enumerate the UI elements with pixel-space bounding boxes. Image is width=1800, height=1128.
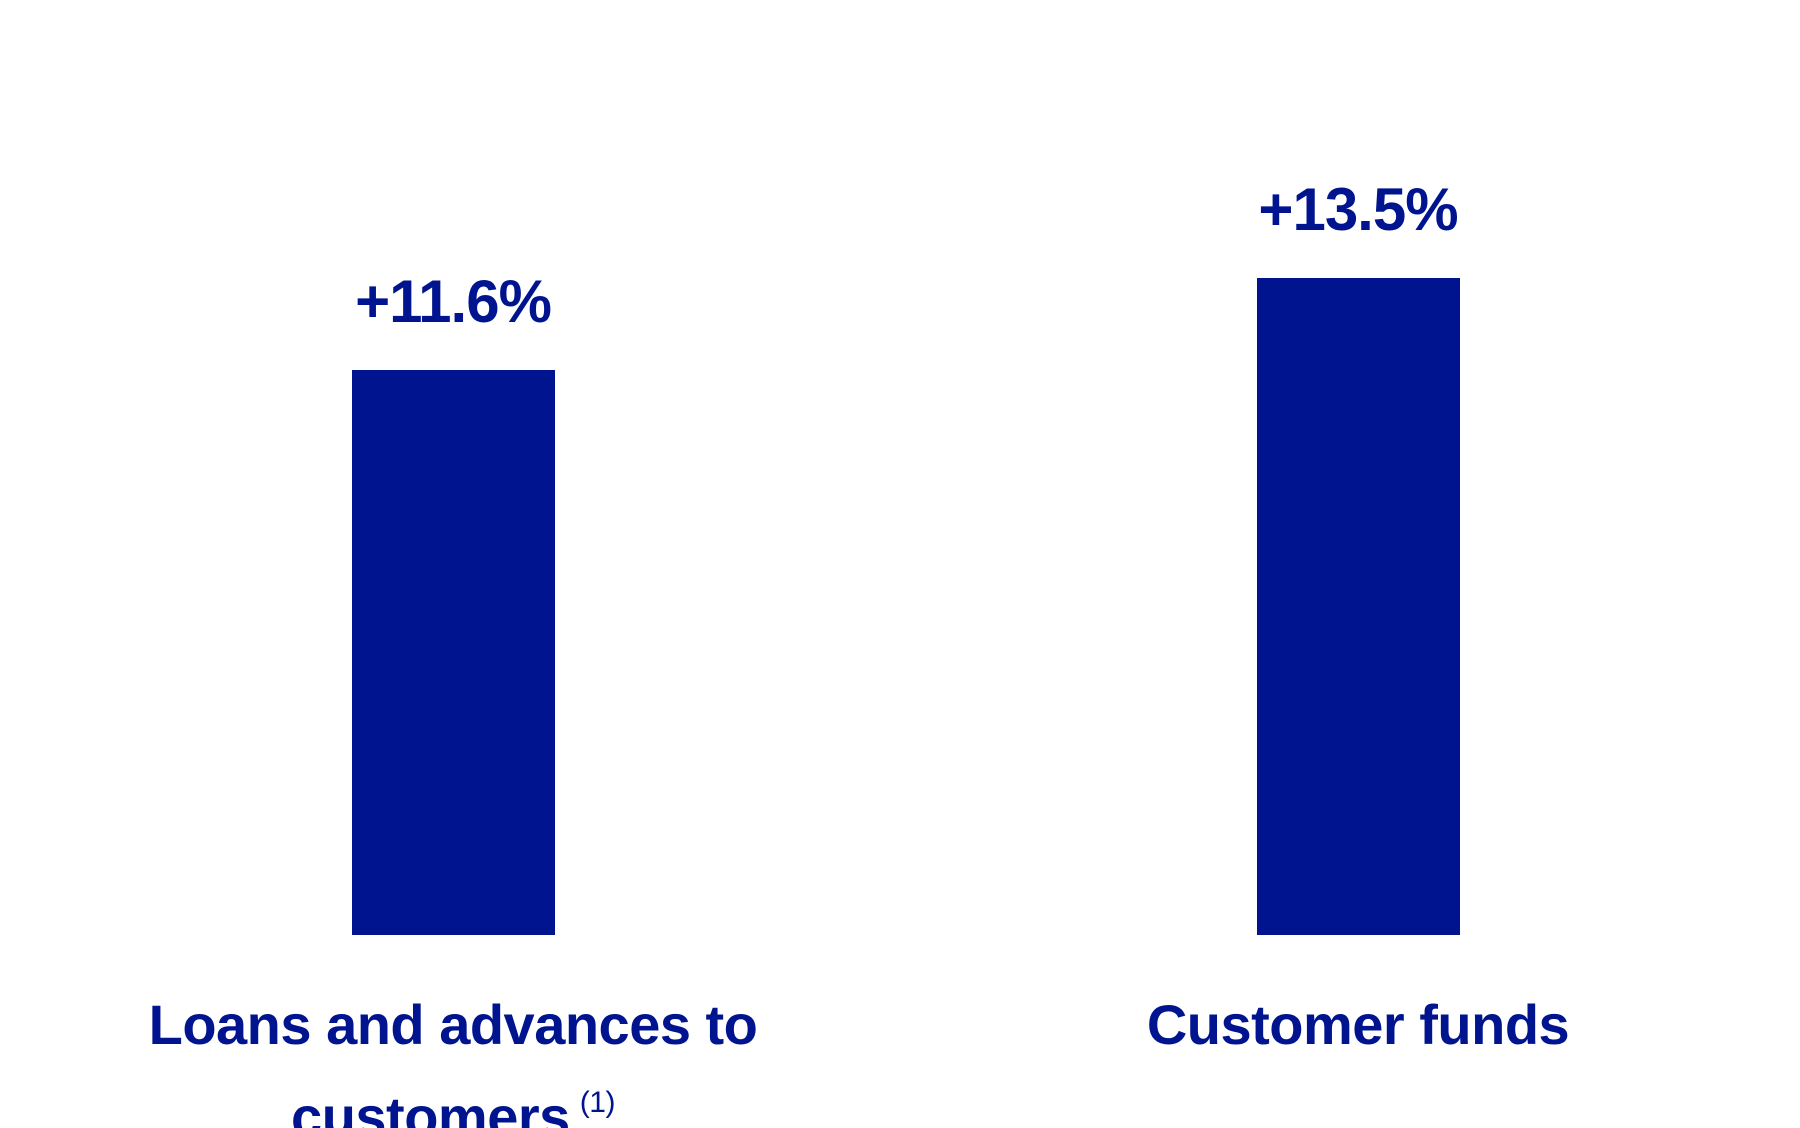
bar	[351, 370, 555, 935]
value-label: +11.6%	[355, 268, 552, 336]
value-label: +13.5%	[1258, 176, 1458, 243]
bar	[1256, 278, 1460, 935]
category-label: Customer funds	[988, 986, 1728, 1064]
category-text: Loans and advances to customers	[148, 993, 758, 1128]
category-label: Loans and advances to customers (1)	[83, 986, 823, 1128]
category-text: Customer funds	[1146, 993, 1570, 1056]
footnote-marker: (1)	[579, 1086, 616, 1119]
